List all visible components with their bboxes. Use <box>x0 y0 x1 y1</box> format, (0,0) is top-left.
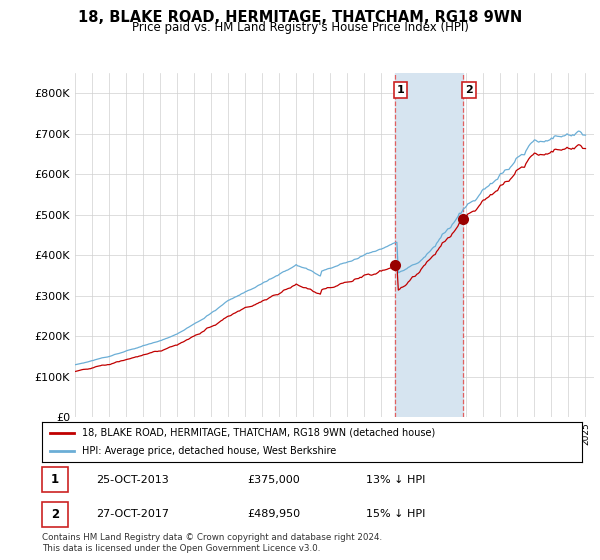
FancyBboxPatch shape <box>42 502 68 526</box>
Text: £375,000: £375,000 <box>247 475 300 484</box>
Text: HPI: Average price, detached house, West Berkshire: HPI: Average price, detached house, West… <box>83 446 337 456</box>
Text: £489,950: £489,950 <box>247 510 301 519</box>
Text: 13% ↓ HPI: 13% ↓ HPI <box>366 475 425 484</box>
Text: 1: 1 <box>397 85 405 95</box>
Text: 1: 1 <box>51 473 59 486</box>
Text: 2: 2 <box>51 508 59 521</box>
Text: 15% ↓ HPI: 15% ↓ HPI <box>366 510 425 519</box>
Text: Contains HM Land Registry data © Crown copyright and database right 2024.
This d: Contains HM Land Registry data © Crown c… <box>42 533 382 553</box>
Text: Price paid vs. HM Land Registry's House Price Index (HPI): Price paid vs. HM Land Registry's House … <box>131 21 469 34</box>
Bar <box>395 73 463 417</box>
Text: 2: 2 <box>465 85 473 95</box>
Text: 27-OCT-2017: 27-OCT-2017 <box>96 510 169 519</box>
Text: 18, BLAKE ROAD, HERMITAGE, THATCHAM, RG18 9WN: 18, BLAKE ROAD, HERMITAGE, THATCHAM, RG1… <box>78 10 522 25</box>
Text: 25-OCT-2013: 25-OCT-2013 <box>96 475 169 484</box>
Text: 18, BLAKE ROAD, HERMITAGE, THATCHAM, RG18 9WN (detached house): 18, BLAKE ROAD, HERMITAGE, THATCHAM, RG1… <box>83 428 436 437</box>
FancyBboxPatch shape <box>42 468 68 492</box>
